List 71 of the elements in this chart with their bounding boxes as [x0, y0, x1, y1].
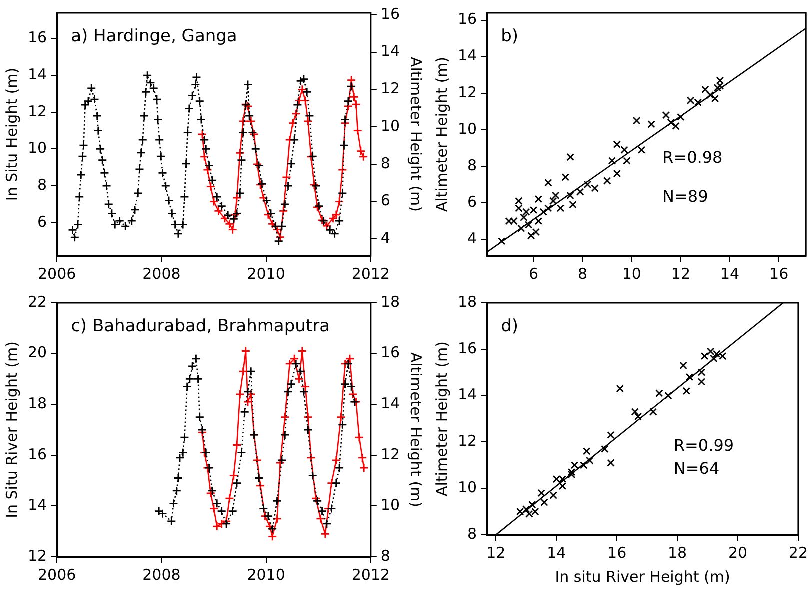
x-tick-label: 2012	[352, 264, 390, 283]
annotation: b)	[501, 26, 519, 46]
y2-tick-label: 8	[380, 154, 390, 172]
x-axis-title: In situ River Height (m)	[555, 568, 730, 586]
annotation: a) Hardinge, Ganga	[71, 26, 238, 46]
y-tick-label: 14	[28, 65, 48, 84]
y2-tick-label: 16	[380, 344, 400, 362]
annotation: N=89	[662, 186, 708, 206]
y-tick-label: 12	[458, 432, 478, 450]
y-tick-label: 8	[468, 156, 478, 174]
x-tick-label: 8	[578, 264, 588, 283]
x-tick-label: 12	[671, 264, 690, 283]
x-tick-label: 2008	[142, 566, 181, 584]
x-tick-label: 12	[486, 544, 506, 562]
y-tick-label: 22	[28, 292, 48, 311]
y-tick-label: 18	[458, 292, 478, 311]
y-axis-title: In Situ Height (m)	[2, 68, 21, 202]
y-tick-label: 10	[458, 478, 478, 496]
y2-tick-label: 4	[380, 229, 390, 248]
y2-axis-title: Altimeter Height (m)	[407, 352, 426, 508]
y-tick-label: 14	[458, 386, 478, 404]
y-tick-label: 8	[38, 176, 48, 194]
x-tick-label: 16	[770, 264, 789, 283]
annotation: R=0.98	[662, 148, 723, 167]
x-tick-label: 6	[528, 264, 538, 283]
x-tick-label: 22	[788, 544, 808, 562]
y-tick-label: 6	[468, 192, 478, 211]
y2-tick-label: 16	[380, 4, 400, 23]
y-tick-label: 10	[458, 120, 478, 138]
y-tick-label: 8	[468, 524, 478, 543]
x-tick-label: 2006	[38, 264, 76, 283]
y-tick-label: 14	[458, 46, 478, 65]
y2-tick-label: 14	[380, 394, 400, 412]
y2-tick-label: 6	[380, 192, 390, 210]
y2-tick-label: 14	[380, 42, 400, 60]
y-tick-label: 14	[28, 496, 48, 514]
x-tick-label: 2006	[38, 566, 76, 584]
y-tick-label: 16	[28, 28, 48, 47]
annotation: R=0.99	[674, 436, 734, 455]
x-tick-label: 18	[668, 544, 688, 562]
y-tick-label: 12	[458, 83, 478, 102]
y-tick-label: 16	[28, 445, 48, 464]
y2-tick-label: 12	[380, 445, 400, 464]
x-tick-label: 2010	[247, 566, 286, 584]
y-axis-title: In Situ River Height (m)	[2, 342, 21, 518]
y2-tick-label: 18	[380, 292, 400, 311]
annotation: d)	[501, 316, 519, 336]
x-tick-label: 16	[608, 544, 627, 562]
y-tick-label: 6	[38, 212, 48, 231]
y-tick-label: 4	[468, 229, 478, 248]
y2-tick-label: 12	[380, 80, 400, 98]
x-tick-label: 2008	[142, 264, 181, 283]
y-tick-label: 18	[28, 394, 48, 412]
y-tick-label: 12	[28, 102, 48, 120]
x-tick-label: 2010	[247, 264, 286, 283]
x-tick-label: 2012	[352, 566, 390, 584]
x-tick-label: 14	[720, 264, 740, 283]
x-tick-label: 14	[547, 544, 566, 562]
y2-tick-label: 10	[380, 116, 400, 135]
x-tick-label: 20	[728, 544, 748, 562]
y-tick-label: 10	[28, 139, 48, 158]
y2-tick-label: 10	[380, 496, 400, 514]
y-tick-label: 16	[458, 339, 478, 358]
y-axis-title: Altimeter Height (m)	[432, 341, 451, 497]
y-tick-label: 20	[28, 344, 48, 362]
y-axis-title: Altimeter Height (m)	[432, 56, 451, 212]
x-tick-label: 10	[622, 264, 642, 283]
annotation: c) Bahadurabad, Brahmaputra	[71, 316, 330, 336]
annotation: N=64	[674, 459, 720, 478]
y-tick-label: 16	[458, 10, 478, 28]
y2-axis-title: Altimeter Height (m)	[407, 56, 426, 212]
